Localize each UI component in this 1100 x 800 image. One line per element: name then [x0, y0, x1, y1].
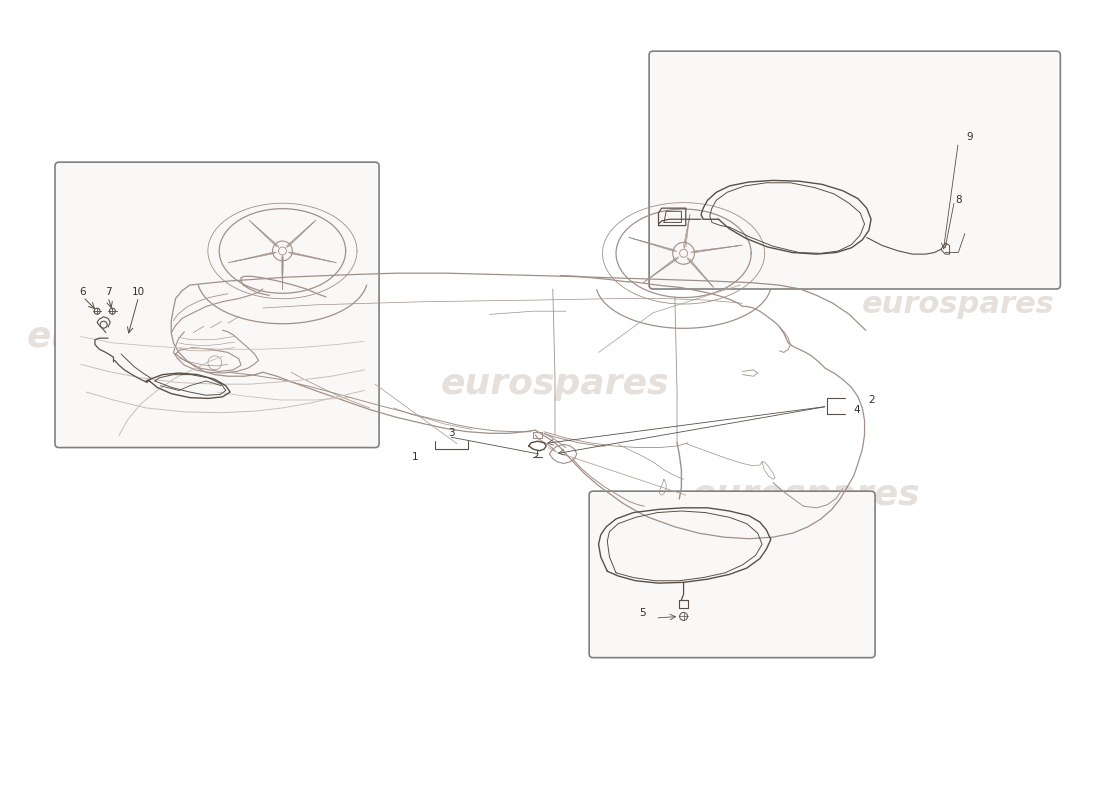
- Text: 10: 10: [132, 287, 145, 297]
- Text: eurospares: eurospares: [862, 290, 1055, 319]
- FancyBboxPatch shape: [590, 491, 874, 658]
- Text: 9: 9: [966, 132, 972, 142]
- Text: 1: 1: [412, 452, 419, 462]
- FancyBboxPatch shape: [55, 162, 380, 447]
- Text: 3: 3: [448, 428, 454, 438]
- Text: 4: 4: [854, 406, 860, 415]
- Text: eurospares: eurospares: [692, 478, 920, 512]
- Text: 5: 5: [639, 608, 646, 618]
- Text: 6: 6: [79, 287, 86, 297]
- Text: 7: 7: [104, 287, 111, 297]
- FancyBboxPatch shape: [649, 51, 1060, 289]
- Text: 2: 2: [868, 395, 875, 405]
- Text: eurospares: eurospares: [26, 319, 255, 354]
- Text: 8: 8: [955, 195, 961, 206]
- Text: eurospares: eurospares: [441, 367, 669, 401]
